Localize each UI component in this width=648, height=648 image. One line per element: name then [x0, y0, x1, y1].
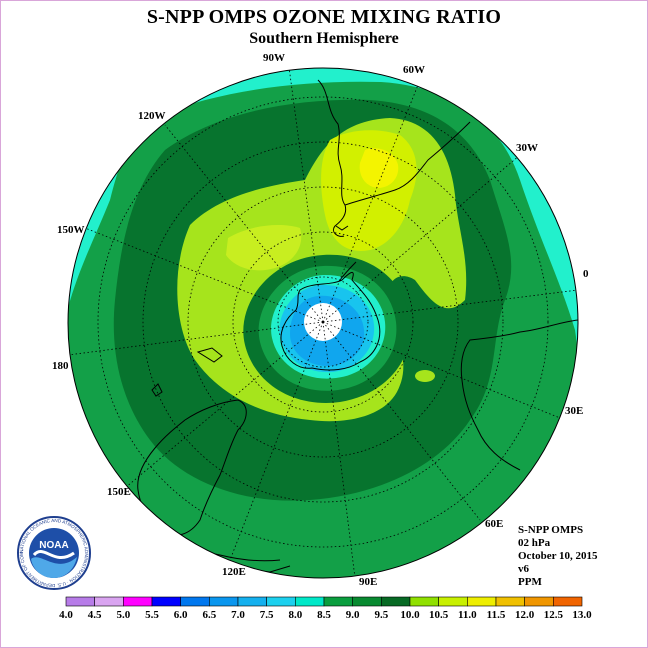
colorbar-box [209, 596, 239, 607]
colorbar-box [65, 596, 95, 607]
colorbar-label: 8.5 [317, 609, 331, 621]
meridians [68, 68, 578, 578]
colorbar-label: 5.0 [116, 609, 130, 621]
info-level: 02 hPa [518, 537, 551, 549]
colorbar-box [381, 596, 411, 607]
colorbar-label: 13.0 [572, 609, 592, 621]
colorbar-label: 9.5 [374, 609, 388, 621]
info-units: PPM [518, 576, 542, 588]
colorbar-box [266, 596, 296, 607]
colorbar-box [123, 596, 153, 607]
noaa-logo: NOAA NATIONAL OCEANIC AND ATMOSPHERIC AD… [16, 515, 91, 590]
lon-label-30w: 30W [516, 142, 538, 154]
colorbar-box [180, 596, 210, 607]
colorbar-label: 6.5 [202, 609, 216, 621]
colorbar-box [524, 596, 554, 607]
colorbar-box [323, 596, 353, 607]
colorbar-box [295, 596, 325, 607]
lon-label-120e: 120E [222, 566, 246, 578]
lon-label-150e: 150E [107, 486, 131, 498]
colorbar-label: 7.5 [260, 609, 274, 621]
colorbar-box [237, 596, 267, 607]
map-border [67, 67, 579, 579]
map-title: S-NPP OMPS OZONE MIXING RATIO [146, 6, 502, 28]
info-block: S-NPP OMPS 02 hPa October 10, 2015 v6 PP… [518, 524, 598, 589]
colorbar-label: 12.5 [544, 609, 564, 621]
lon-label-30e: 30E [565, 405, 584, 417]
colorbar-box [151, 596, 181, 607]
lon-label-60e: 60E [485, 518, 504, 530]
map-subtitle: Southern Hemisphere [249, 30, 399, 47]
ozone-band-10-0b [226, 225, 302, 271]
info-date: October 10, 2015 [518, 550, 598, 562]
lon-label-0: 0 [583, 268, 589, 280]
lon-label-90e: 90E [359, 576, 378, 588]
colorbar-box [495, 596, 525, 607]
colorbar-box [94, 596, 124, 607]
lon-label-180: 180 [52, 360, 69, 372]
info-instrument: S-NPP OMPS [518, 524, 584, 536]
colorbar-box [553, 596, 583, 607]
lon-label-150w: 150W [57, 224, 85, 236]
latitude-circles [97, 96, 549, 548]
colorbar-label: 11.0 [458, 609, 477, 621]
colorbar-label: 4.5 [88, 609, 102, 621]
colorbar-label: 9.0 [346, 609, 360, 621]
colorbar-label: 7.0 [231, 609, 245, 621]
info-version: v6 [518, 563, 529, 575]
lon-label-90w: 90W [263, 52, 285, 64]
colorbar-box [409, 596, 439, 607]
colorbar-label: 6.0 [174, 609, 188, 621]
coastlines [137, 79, 578, 573]
noaa-logo-text: NOAA [39, 540, 68, 551]
ozone-patch [415, 370, 435, 382]
colorbar-label: 10.0 [400, 609, 420, 621]
colorbar-box [438, 596, 468, 607]
colorbar-box [467, 596, 497, 607]
lon-label-120w: 120W [138, 110, 166, 122]
colorbar-label: 4.0 [59, 609, 73, 621]
colorbar-label: 11.5 [487, 609, 506, 621]
colorbar-label: 8.0 [288, 609, 302, 621]
lon-label-60w: 60W [403, 64, 425, 76]
colorbar-label: 10.5 [429, 609, 449, 621]
colorbar-box [352, 596, 382, 607]
colorbar-label: 5.5 [145, 609, 159, 621]
colorbar-label: 12.0 [515, 609, 535, 621]
